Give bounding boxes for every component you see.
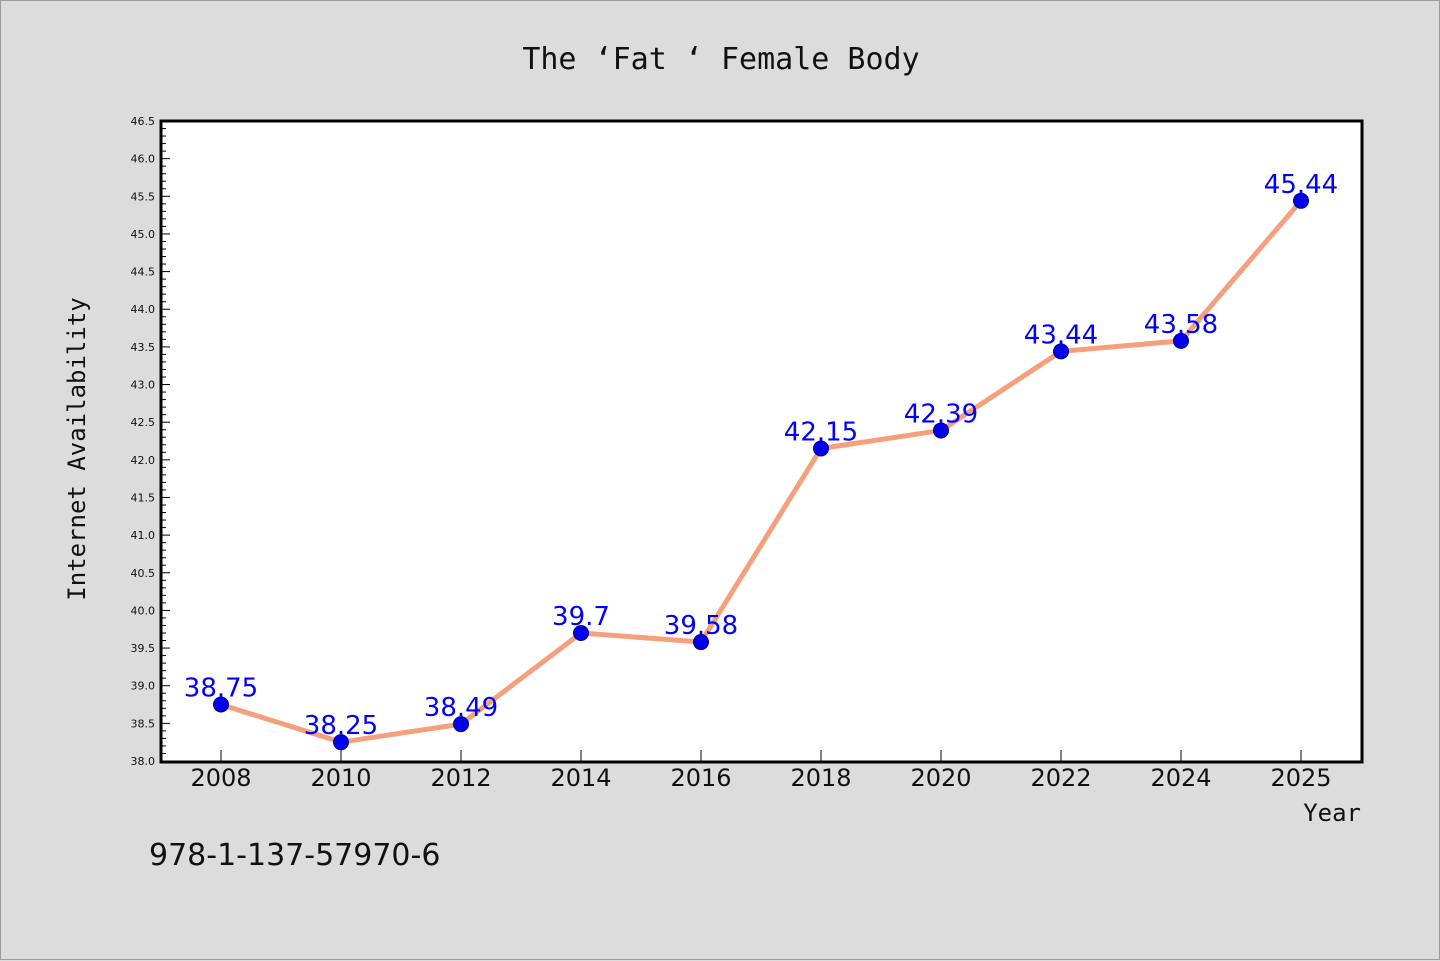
series-line bbox=[218, 198, 1304, 745]
y-tick-label: 45.0 bbox=[131, 228, 156, 241]
y-tick-label: 39.5 bbox=[131, 642, 156, 655]
x-tick-label: 2020 bbox=[910, 764, 971, 792]
isbn-footnote: 978-1-137-57970-6 bbox=[149, 838, 440, 873]
x-tick-label: 2016 bbox=[670, 764, 731, 792]
data-label: 45.44 bbox=[1264, 170, 1338, 200]
x-tick-label: 2010 bbox=[310, 764, 371, 792]
data-label: 38.49 bbox=[424, 693, 498, 723]
x-tick-label: 2014 bbox=[550, 764, 611, 792]
data-label: 38.75 bbox=[184, 674, 258, 704]
y-tick-label: 46.0 bbox=[131, 153, 156, 166]
chart-title: The ‘Fat ‘ Female Body bbox=[522, 42, 919, 77]
data-label: 39.58 bbox=[664, 611, 738, 641]
data-label: 42.39 bbox=[904, 399, 978, 429]
series-line-group bbox=[213, 192, 1309, 751]
y-tick-label: 40.5 bbox=[131, 567, 156, 580]
y-tick-label: 44.0 bbox=[131, 303, 156, 316]
data-point bbox=[333, 734, 349, 751]
y-axis: 38.0 38.5 39.0 39.5 40.0 40.5 41.0 41.5 42.0 42.5… bbox=[131, 115, 170, 768]
data-label: 42.15 bbox=[784, 418, 858, 448]
x-tick-label: 2012 bbox=[430, 764, 491, 792]
data-label: 43.44 bbox=[1024, 320, 1098, 350]
y-tick-label: 43.0 bbox=[131, 379, 156, 392]
x-tick-label: 2024 bbox=[1150, 764, 1211, 792]
x-axis: 2008 2010 2012 2014 2016 2018 2020 2022 2024 2025 bbox=[190, 750, 1332, 792]
y-tick-label: 42.5 bbox=[131, 416, 156, 429]
y-tick-label: 45.5 bbox=[131, 190, 156, 203]
y-tick-label: 41.0 bbox=[131, 529, 156, 542]
x-tick-label: 2025 bbox=[1270, 764, 1331, 792]
x-tick-label: 2022 bbox=[1030, 764, 1091, 792]
data-point bbox=[573, 625, 589, 641]
data-label: 38.25 bbox=[304, 711, 378, 741]
data-point bbox=[933, 422, 949, 439]
data-label: 39.7 bbox=[552, 602, 610, 632]
y-tick-label: 38.5 bbox=[131, 717, 156, 730]
data-point bbox=[1173, 332, 1189, 349]
y-tick-label: 41.5 bbox=[131, 491, 156, 504]
data-point bbox=[813, 440, 829, 457]
data-point bbox=[693, 634, 709, 651]
y-tick-label: 44.5 bbox=[131, 266, 156, 279]
y-tick-label: 42.0 bbox=[131, 454, 156, 467]
y-tick-label: 46.5 bbox=[131, 115, 156, 128]
data-point bbox=[1293, 192, 1309, 209]
data-labels: 38.75 38.25 38.49 39.7 39.58 42.15 42.39 43.44 4… bbox=[184, 170, 1338, 741]
y-axis-label: Internet Availability bbox=[63, 297, 91, 600]
data-point bbox=[213, 696, 229, 713]
plot-area bbox=[159, 119, 1364, 764]
y-tick-label: 43.5 bbox=[131, 341, 156, 354]
data-point bbox=[1053, 343, 1069, 360]
data-label: 43.58 bbox=[1144, 310, 1218, 340]
x-axis-label: Year bbox=[1303, 799, 1361, 827]
y-tick-label: 40.0 bbox=[131, 604, 156, 617]
x-tick-label: 2018 bbox=[790, 764, 851, 792]
y-tick-label: 39.0 bbox=[131, 680, 156, 693]
y-tick-label: 38.0 bbox=[131, 755, 156, 768]
data-point bbox=[453, 716, 469, 733]
x-tick-label: 2008 bbox=[190, 764, 251, 792]
